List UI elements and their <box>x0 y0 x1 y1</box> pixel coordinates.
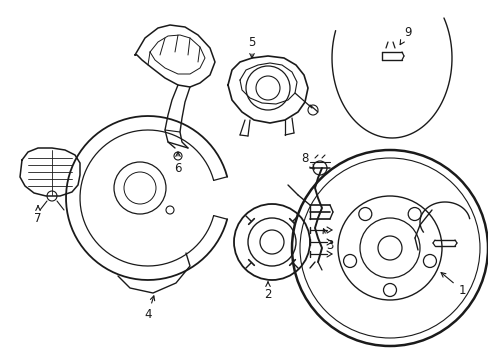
Text: 6: 6 <box>174 152 182 175</box>
Text: 2: 2 <box>264 282 271 302</box>
Polygon shape <box>20 148 80 196</box>
Text: 3: 3 <box>323 229 333 252</box>
Text: 5: 5 <box>248 36 255 58</box>
Polygon shape <box>135 25 215 87</box>
Polygon shape <box>227 56 307 123</box>
Text: 1: 1 <box>440 273 465 297</box>
Text: 8: 8 <box>301 152 314 169</box>
Text: 4: 4 <box>144 296 154 321</box>
Circle shape <box>377 236 401 260</box>
Text: 7: 7 <box>34 206 41 225</box>
Text: 9: 9 <box>399 26 411 45</box>
